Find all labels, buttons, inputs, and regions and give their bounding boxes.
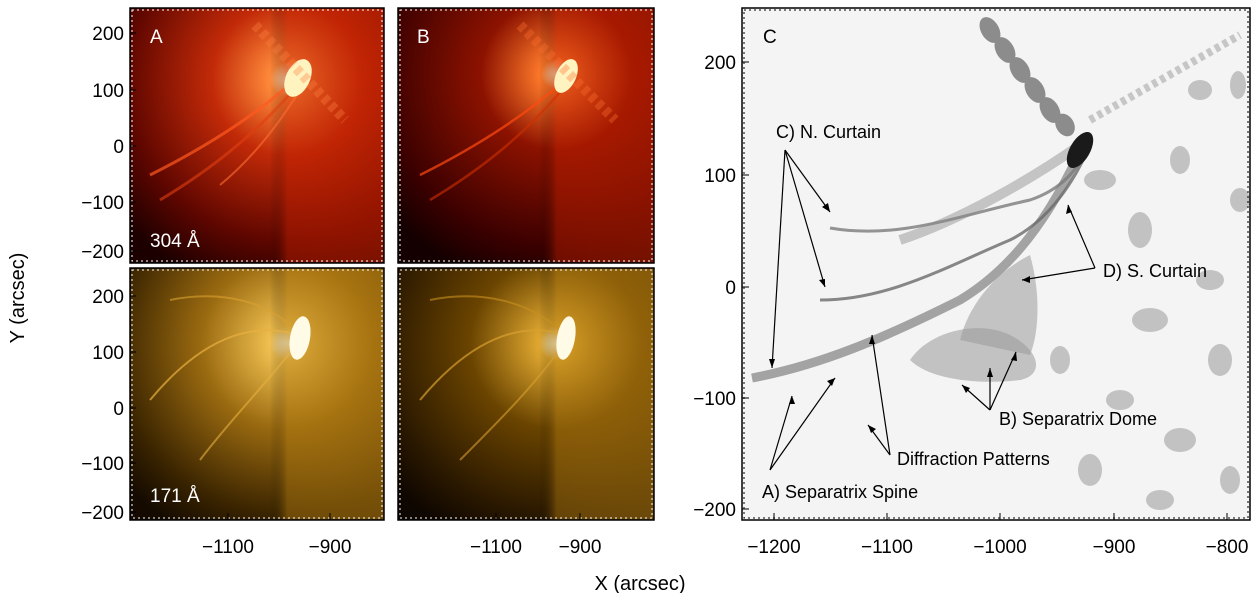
left-top-ytick-m100: −100 xyxy=(81,193,124,214)
left-y-ticks xyxy=(130,32,581,520)
panel-a-304 xyxy=(130,8,384,263)
left-top-ytick-200: 200 xyxy=(92,24,124,45)
left-top-ytick-100: 100 xyxy=(92,81,124,102)
annotation-arrows xyxy=(769,149,1096,471)
annotation-separatrix-dome: B) Separatrix Dome xyxy=(999,409,1157,429)
left-bottom-ytick-100: 100 xyxy=(92,343,124,364)
arrow-heads xyxy=(769,203,1072,433)
right-ytick-200: 200 xyxy=(704,53,736,74)
left-bottom-ytick-m200: −200 xyxy=(81,503,124,524)
panel-c-inner-dots xyxy=(743,9,1249,519)
panel-a-letter: A xyxy=(150,27,163,48)
right-xtick-m1200: −1200 xyxy=(747,537,800,558)
panel-c-letter: C xyxy=(763,27,777,48)
left-b-xtick-m900: −900 xyxy=(559,537,602,558)
y-axis-title: Y (arcsec) xyxy=(7,253,29,344)
right-xtick-m800: −800 xyxy=(1206,537,1249,558)
left-top-ytick-0: 0 xyxy=(113,137,124,158)
right-xtick-m900: −900 xyxy=(1093,537,1136,558)
right-ticks xyxy=(742,61,1228,520)
left-bottom-ytick-200: 200 xyxy=(92,287,124,308)
annotation-diffraction-patterns: Diffraction Patterns xyxy=(897,449,1050,469)
left-a-xtick-m900: −900 xyxy=(309,537,352,558)
panel-a-inner-dots xyxy=(131,9,383,262)
panel-b2-inner-dots xyxy=(399,269,653,519)
right-ytick-m200: −200 xyxy=(693,500,736,521)
left-bottom-ytick-m100: −100 xyxy=(81,454,124,475)
panel-b2-frame xyxy=(397,267,655,521)
panel-c-image xyxy=(742,8,1250,520)
x-axis-title: X (arcsec) xyxy=(594,573,685,593)
panel-b-letter: B xyxy=(417,27,430,48)
panel-b2-171 xyxy=(398,268,654,520)
annotation-s-curtain: D) S. Curtain xyxy=(1103,261,1207,281)
panel-b-frame xyxy=(397,7,655,264)
panel-c-frame xyxy=(741,7,1251,521)
panel-b-304 xyxy=(398,8,654,263)
panel-a-wavelength: 304 Å xyxy=(150,231,200,252)
left-b-xtick-m1100: −1100 xyxy=(470,537,522,558)
panel-a2-frame xyxy=(129,267,385,521)
annotation-n-curtain: C) N. Curtain xyxy=(776,122,881,142)
right-xtick-m1100: −1100 xyxy=(861,537,913,558)
right-ytick-0: 0 xyxy=(725,278,736,299)
left-top-ytick-m200: −200 xyxy=(81,242,124,263)
annotation-separatrix-spine: A) Separatrix Spine xyxy=(762,482,918,502)
panel-a2-wavelength: 171 Å xyxy=(150,486,200,507)
right-ytick-m100: −100 xyxy=(693,389,736,410)
panel-a2-171 xyxy=(130,268,384,520)
right-ytick-100: 100 xyxy=(704,166,736,187)
right-xtick-m1000: −1000 xyxy=(973,537,1026,558)
left-bottom-ytick-0: 0 xyxy=(113,399,124,420)
panel-b-inner-dots xyxy=(399,9,653,262)
left-a-xtick-m1100: −1100 xyxy=(202,537,254,558)
panel-a2-inner-dots xyxy=(131,269,383,519)
panel-a-frame xyxy=(129,7,385,264)
